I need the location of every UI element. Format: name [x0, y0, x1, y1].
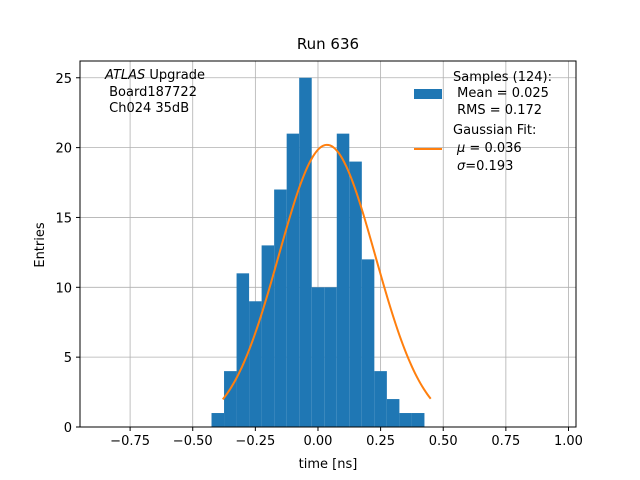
histogram-bars	[211, 77, 425, 428]
channel-annotation: Ch024 35dB	[105, 101, 189, 116]
histogram-bar	[274, 189, 287, 427]
x-tick-label: 0.75	[491, 434, 520, 449]
histogram-bar	[324, 287, 337, 427]
legend-histogram-swatch	[414, 89, 442, 99]
sigma-value: =0.193	[465, 159, 513, 174]
atlas-annotation-line1: ATLAS Upgrade	[104, 68, 205, 83]
x-tick-label: 0.25	[366, 434, 395, 449]
sigma-symbol: σ	[457, 159, 466, 174]
y-axis-label: Entries	[33, 222, 48, 268]
gaussian-fit-curve	[222, 143, 432, 400]
legend-histogram-mean: Mean = 0.025	[453, 86, 549, 101]
upgrade-label: Upgrade	[145, 68, 205, 83]
histogram-bar	[411, 413, 425, 427]
histogram-bar	[286, 133, 300, 427]
board-annotation: Board187722	[105, 85, 197, 100]
legend-fit-mu: μ = 0.036	[456, 141, 522, 156]
histogram-bar	[311, 287, 325, 427]
histogram-bar	[361, 259, 375, 427]
histogram-bar	[374, 371, 387, 427]
histogram-bar	[399, 413, 412, 427]
histogram-bar	[386, 399, 400, 427]
y-tick-label: 15	[55, 211, 72, 226]
x-tick-label: 0.50	[429, 434, 458, 449]
mu-symbol: μ	[456, 141, 465, 156]
x-axis-label: time [ns]	[299, 457, 358, 472]
x-tick-label: 1.00	[554, 434, 583, 449]
y-tick-label: 10	[55, 281, 72, 296]
x-axis-ticks: −0.75 −0.50 −0.25 0.00 0.25 0.50 0.75 1.00	[110, 427, 583, 449]
x-tick-label: 0.00	[304, 434, 333, 449]
y-tick-label: 20	[55, 142, 72, 157]
y-tick-label: 25	[55, 72, 72, 87]
x-tick-label: −0.75	[110, 434, 150, 449]
histogram-bar	[236, 273, 250, 427]
x-tick-label: −0.50	[173, 434, 213, 449]
histogram-bar	[261, 245, 275, 427]
histogram-bar	[349, 161, 362, 428]
legend-fit-sigma: σ=0.193	[457, 159, 513, 174]
histogram-bar	[336, 133, 350, 427]
y-tick-label: 5	[64, 351, 72, 366]
y-tick-label: 0	[64, 421, 72, 436]
histogram-bar	[299, 77, 312, 427]
x-tick-label: −0.25	[235, 434, 275, 449]
mu-value: = 0.036	[465, 141, 521, 156]
legend-histogram-rms: RMS = 0.172	[453, 103, 542, 118]
chart-title: Run 636	[297, 35, 359, 53]
legend-fit-line1: Gaussian Fit:	[453, 123, 536, 138]
atlas-label: ATLAS	[104, 68, 145, 83]
histogram-bar	[249, 301, 262, 427]
histogram-bar	[211, 413, 225, 427]
axes-frame	[79, 60, 577, 428]
grid-lines	[80, 61, 576, 428]
legend: Samples (124): Mean = 0.025 RMS = 0.172 …	[414, 70, 552, 174]
legend-histogram-line1: Samples (124):	[453, 70, 552, 85]
y-axis-ticks: 0 5 10 15 20 25	[55, 72, 80, 436]
